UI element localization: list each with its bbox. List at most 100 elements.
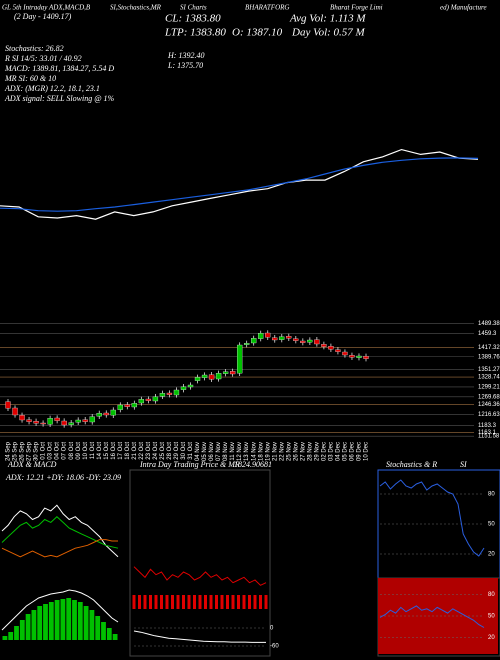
indicator: Stochastics: 26.82: [5, 44, 64, 53]
candle-body: [251, 338, 257, 344]
y-tick-label: 1183.3: [478, 423, 497, 429]
histogram-bar: [2, 636, 8, 640]
intraday-bar: [198, 595, 202, 609]
candle-body: [236, 344, 243, 374]
line-series: [133, 566, 267, 586]
candle-body: [26, 419, 32, 422]
intraday-bar: [143, 595, 147, 609]
x-tick-label: 02 Dec: [321, 442, 327, 461]
intraday-bar: [193, 595, 196, 609]
histogram-bar: [83, 606, 89, 640]
x-tick-label: 11 Nov: [230, 442, 236, 461]
x-tick-label: 07 Nov: [216, 442, 222, 461]
candle-body: [75, 419, 81, 423]
y-tick-label: 0: [270, 626, 274, 632]
candle-body: [286, 336, 292, 339]
candle-body: [40, 422, 46, 425]
y-tick-label: 80: [488, 592, 495, 598]
intraday-bar: [237, 595, 240, 609]
candle-body: [89, 416, 95, 423]
candle-body: [208, 374, 215, 380]
candle-body: [180, 386, 187, 390]
candle-body: [110, 409, 116, 416]
intraday-bar: [182, 595, 185, 609]
histogram-bar: [112, 634, 118, 640]
x-tick-label: 29 Nov: [314, 442, 320, 461]
candle-body: [5, 401, 11, 409]
x-tick-label: 18 Oct: [125, 442, 131, 460]
line-series: [0, 157, 479, 212]
x-tick-label: 09 Dec: [357, 442, 363, 461]
y-tick-label: 20: [488, 552, 495, 558]
x-tick-label: 05 Dec: [343, 442, 349, 461]
intraday-bar: [138, 595, 141, 609]
intraday-bar: [220, 595, 224, 609]
intraday-bar: [259, 595, 262, 609]
x-tick-label: 25 Oct: [160, 442, 166, 460]
candle-body: [328, 346, 334, 350]
indicator: ADX: (MGR) 12.2, 18.1, 23.1: [4, 84, 100, 93]
line-series: [133, 630, 266, 643]
candle-body: [187, 384, 194, 388]
histogram-bar: [77, 602, 83, 640]
x-tick-label: 24 Oct: [153, 442, 159, 460]
candle-body: [335, 349, 341, 352]
indicator: MR SI: 60 & 10: [4, 74, 56, 83]
y-tick-label: 1389.76: [478, 354, 500, 360]
header-title: SI Charts: [180, 4, 207, 12]
candle-body: [131, 403, 138, 408]
y-tick-label: 1299.21: [478, 385, 500, 391]
intraday-bar: [248, 595, 251, 609]
x-tick-label: 09 Oct: [76, 442, 82, 460]
histogram-bar: [54, 600, 60, 640]
histogram-bar: [101, 622, 106, 640]
candle-body: [33, 421, 39, 424]
histogram-bar: [60, 599, 66, 640]
y-tick-label: 80: [488, 492, 495, 498]
histogram-bar: [43, 604, 48, 640]
candle-body: [201, 374, 208, 378]
x-tick-label: 29 Oct: [174, 442, 180, 460]
x-tick-label: 16 Oct: [111, 442, 117, 460]
quote-high: H: 1392.40: [167, 51, 204, 60]
x-tick-label: 17 Oct: [118, 442, 124, 460]
x-tick-label: 14 Oct: [97, 442, 103, 460]
intraday-bar: [154, 595, 158, 609]
line-series: [1, 504, 119, 558]
indicator: ADX signal: SELL Slowing @ 1%: [4, 94, 115, 103]
candle-body: [166, 392, 173, 395]
quote-avg-vol: Avg Vol: 1.113 M: [289, 13, 366, 25]
candle-body: [138, 399, 145, 404]
x-tick-label: 31 Oct: [188, 442, 194, 460]
intraday-bar: [160, 595, 163, 609]
intraday-bar: [132, 595, 136, 609]
intraday-bar: [149, 595, 152, 609]
x-tick-label: 04 Oct: [55, 442, 61, 460]
y-tick-label: 1163.1: [478, 430, 497, 436]
panel-subtitle: ADX: 12.21 +DY: 18.06 -DY: 23.09: [5, 473, 121, 482]
candle-body: [293, 338, 299, 341]
x-tick-label: 05 Nov: [202, 442, 208, 461]
x-tick-label: 26 Sep: [20, 441, 26, 461]
candle-body: [215, 373, 222, 380]
histogram-bar: [72, 600, 77, 640]
candle-body: [342, 351, 348, 356]
x-tick-label: 22 Nov: [279, 442, 285, 461]
line-series: [379, 479, 485, 557]
header-title: SI,Stochastics,MR: [110, 4, 162, 12]
candle-body: [194, 377, 201, 381]
y-tick-label: 50: [488, 522, 495, 528]
y-tick-label: 1489.38: [478, 321, 500, 327]
intraday-bar: [187, 595, 191, 609]
line-series: [1, 589, 119, 631]
candle-body: [356, 355, 362, 358]
candle-body: [265, 332, 271, 338]
x-tick-label: 11 Oct: [90, 442, 96, 460]
x-tick-label: 30 Sep: [34, 441, 40, 461]
candle-body: [19, 415, 25, 421]
y-tick-label: 1151.58: [478, 434, 500, 440]
header-title: ed) Manufacture: [440, 4, 487, 12]
x-tick-label: 18 Nov: [258, 442, 264, 461]
candle-body: [272, 337, 278, 341]
